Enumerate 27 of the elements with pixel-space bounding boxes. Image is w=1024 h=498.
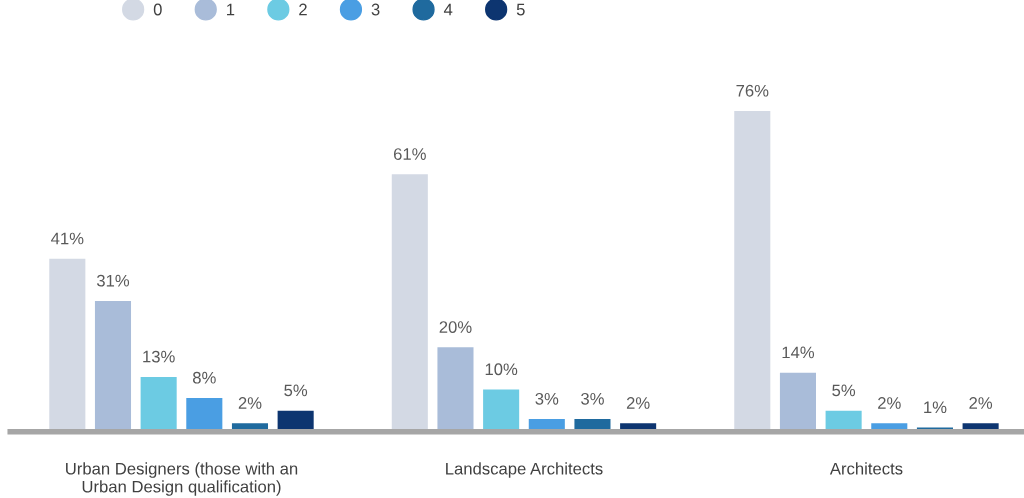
legend-label: 2	[299, 3, 307, 16]
x-tick-label: Architects	[829, 462, 903, 475]
data-label: 13%	[143, 350, 175, 363]
data-label: 1%	[924, 401, 947, 414]
data-label: 2%	[969, 397, 993, 409]
legend-label: 1	[227, 3, 235, 16]
data-label: 20%	[439, 321, 472, 333]
legend-label: 5	[516, 3, 525, 16]
data-label: 3%	[535, 392, 559, 405]
data-label: 14%	[782, 346, 815, 359]
legend-label: 3	[371, 3, 380, 16]
data-label: 61%	[393, 148, 426, 160]
data-label: 76%	[736, 84, 769, 97]
data-label: 8%	[193, 371, 216, 384]
legend-label: 0	[153, 3, 162, 16]
data-label: 5%	[284, 384, 308, 397]
x-tick-label: Urban Designers (those with an Urban Design qualification)	[66, 462, 298, 496]
data-label: 3%	[581, 392, 604, 405]
data-label: 41%	[51, 232, 84, 245]
data-label: 10%	[485, 363, 518, 376]
data-label: 5%	[832, 384, 856, 397]
data-label: 2%	[626, 397, 650, 409]
data-label: 31%	[96, 274, 130, 287]
legend-label: 4	[443, 3, 453, 16]
data-label: 2%	[878, 397, 901, 409]
x-tick-label: Landscape Architects	[446, 462, 603, 478]
data-label: 2%	[238, 397, 262, 409]
